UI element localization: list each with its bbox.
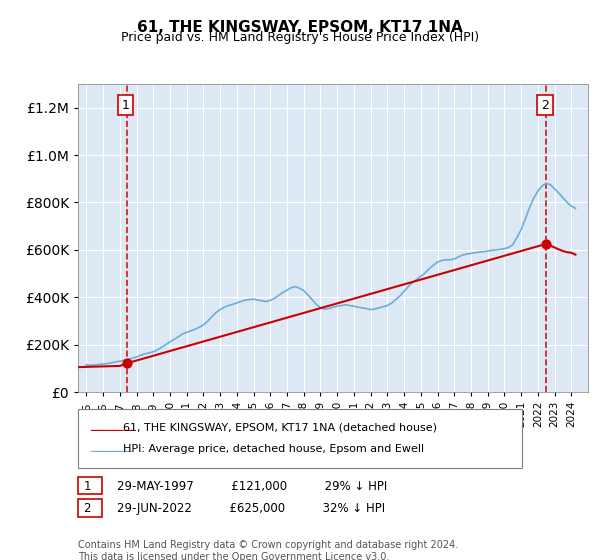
- Text: Price paid vs. HM Land Registry's House Price Index (HPI): Price paid vs. HM Land Registry's House …: [121, 31, 479, 44]
- Text: 2: 2: [83, 502, 91, 515]
- Text: 61, THE KINGSWAY, EPSOM, KT17 1NA: 61, THE KINGSWAY, EPSOM, KT17 1NA: [137, 20, 463, 35]
- Text: 29-JUN-2022          £625,000          32% ↓ HPI: 29-JUN-2022 £625,000 32% ↓ HPI: [117, 502, 385, 515]
- Text: 1: 1: [122, 99, 130, 111]
- Text: ─────: ─────: [90, 445, 132, 459]
- Text: 2: 2: [541, 99, 549, 111]
- Text: 29-MAY-1997          £121,000          29% ↓ HPI: 29-MAY-1997 £121,000 29% ↓ HPI: [117, 479, 387, 493]
- Text: Contains HM Land Registry data © Crown copyright and database right 2024.
This d: Contains HM Land Registry data © Crown c…: [78, 540, 458, 560]
- Text: ─────: ─────: [90, 424, 132, 438]
- Point: [541, 240, 551, 249]
- Point: [122, 359, 131, 368]
- Text: HPI: Average price, detached house, Epsom and Ewell: HPI: Average price, detached house, Epso…: [123, 444, 424, 454]
- Text: 1: 1: [83, 479, 91, 493]
- Text: 61, THE KINGSWAY, EPSOM, KT17 1NA (detached house): 61, THE KINGSWAY, EPSOM, KT17 1NA (detac…: [123, 423, 437, 433]
